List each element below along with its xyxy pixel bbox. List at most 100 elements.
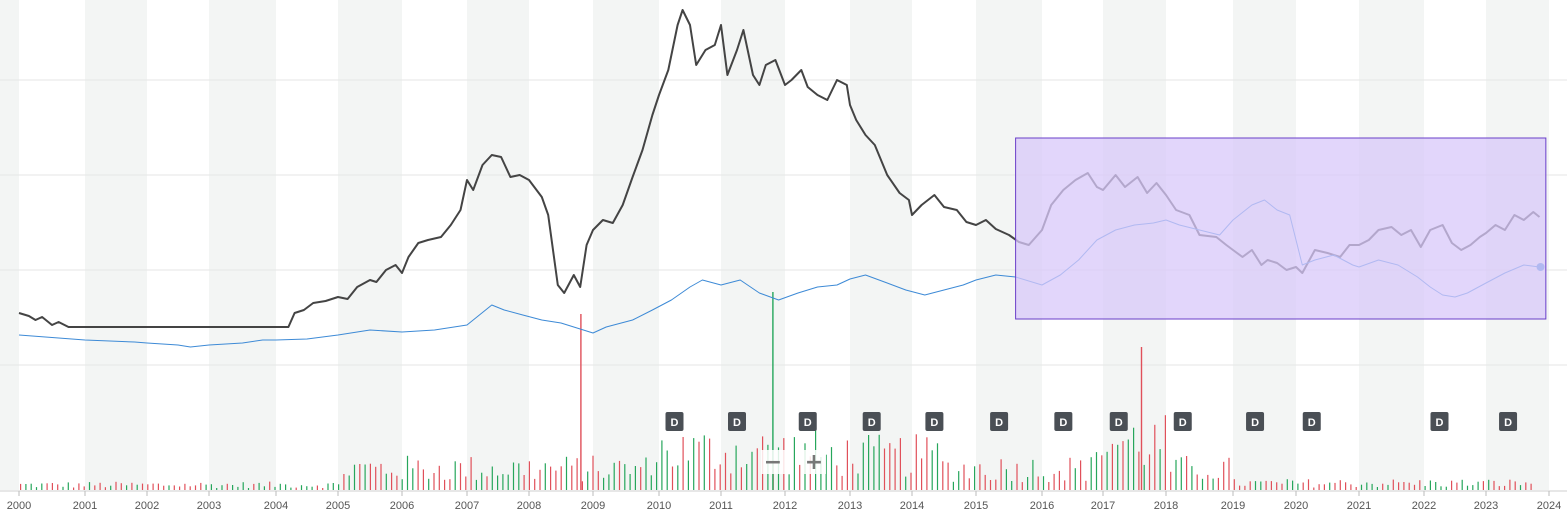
volume-bar [597, 471, 599, 490]
volume-bar [94, 485, 96, 490]
volume-bar [391, 472, 393, 490]
volume-bar [417, 460, 419, 490]
volume-bar [1281, 483, 1283, 490]
dividend-marker-label: D [1179, 417, 1187, 429]
volume-bar [1249, 481, 1251, 490]
volume-bar [1329, 482, 1331, 490]
volume-bar [1228, 457, 1230, 490]
volume-bar [905, 476, 907, 490]
dividend-marker-box [1054, 412, 1073, 431]
volume-bar [555, 470, 557, 490]
volume-bar [1451, 480, 1453, 490]
volume-bar [1398, 482, 1400, 490]
dividend-marker-box [1109, 412, 1128, 431]
volume-bar [899, 438, 901, 490]
volume-bar [1509, 479, 1511, 490]
dividend-marker-label: D [1504, 417, 1512, 429]
volume-bar [1265, 480, 1267, 490]
volume-bar [136, 484, 138, 490]
volume-bar [364, 464, 366, 490]
volume-bar [587, 471, 589, 490]
volume-bar [449, 479, 451, 490]
dividend-marker: D [665, 412, 684, 431]
volume-bar [475, 479, 477, 490]
volume-bar [1148, 454, 1151, 490]
x-axis: 2000 2001 2002 2003 2004 2005 2006 2007 2008 2009… [0, 490, 1567, 512]
volume-bar [1233, 479, 1235, 490]
volume-bar [666, 450, 668, 490]
year-band [467, 0, 529, 490]
volume-bar [581, 481, 583, 490]
volume-bar [560, 466, 562, 490]
volume-bar [1244, 485, 1246, 490]
volume-spike [772, 292, 774, 490]
volume-bar [30, 483, 32, 490]
volume-bar [613, 462, 615, 490]
volume-bar [1085, 480, 1087, 490]
volume-bar [1175, 459, 1177, 490]
volume-bar [1058, 470, 1060, 490]
volume-bar [306, 486, 308, 490]
volume-bar [1201, 478, 1204, 490]
volume-bar [1387, 484, 1389, 490]
volume-bar [380, 463, 382, 490]
volume-bar [730, 473, 732, 490]
volume-bar [857, 473, 859, 490]
zoom-in-button[interactable]: + [802, 450, 826, 475]
volume-bar [25, 484, 27, 490]
volume-bar [1525, 482, 1527, 490]
volume-bar [1286, 479, 1288, 490]
x-tick-label: 2006 [390, 500, 414, 512]
volume-bar [592, 455, 594, 490]
volume-bar [1239, 485, 1241, 490]
volume-bar [1313, 487, 1315, 490]
volume-bar [862, 442, 864, 490]
selection-box [1015, 137, 1547, 320]
volume-bar [104, 487, 106, 490]
dividend-marker-box [728, 412, 746, 431]
volume-bar [491, 466, 493, 490]
volume-bar [640, 467, 642, 490]
volume-bar [746, 464, 748, 490]
volume-bars [20, 292, 1532, 490]
volume-bar [1223, 461, 1225, 490]
volume-bar [444, 479, 446, 490]
x-tick-label: 2009 [581, 500, 605, 512]
dividend-marker-label: D [733, 417, 741, 429]
year-band [85, 0, 147, 490]
volume-bar [661, 440, 663, 490]
volume-bar [1053, 473, 1055, 490]
volume-bar [989, 480, 992, 490]
dividend-marker: D [1246, 412, 1265, 431]
volume-bar [910, 472, 912, 490]
volume-bar [687, 460, 689, 490]
volume-bar [878, 434, 880, 490]
volume-bar [1000, 459, 1002, 490]
volume-bar [1143, 464, 1145, 490]
volume-bar [1037, 476, 1039, 490]
volume-bar [88, 482, 91, 490]
volume-bar [1429, 480, 1431, 490]
volume-bar [618, 460, 621, 490]
x-tick-label: 2012 [773, 500, 797, 512]
volume-bar [565, 456, 568, 490]
volume-bar [1307, 479, 1310, 490]
volume-bar [184, 483, 186, 490]
volume-bar [110, 485, 112, 490]
zoom-out-button[interactable]: − [761, 450, 785, 475]
volume-bar [327, 483, 329, 490]
volume-bar [348, 475, 350, 490]
volume-bar [1080, 460, 1082, 490]
volume-bar [931, 450, 933, 490]
x-tick-label: 2023 [1474, 500, 1498, 512]
volume-bar [35, 487, 38, 490]
volume-bar [894, 448, 896, 490]
volume-bar [1445, 486, 1447, 490]
volume-bar [518, 463, 520, 490]
volume-bar [99, 482, 101, 490]
volume-spike [1140, 347, 1143, 490]
volume-bar [793, 437, 795, 490]
volume-bar [1048, 482, 1050, 490]
volume-bar [232, 485, 234, 490]
